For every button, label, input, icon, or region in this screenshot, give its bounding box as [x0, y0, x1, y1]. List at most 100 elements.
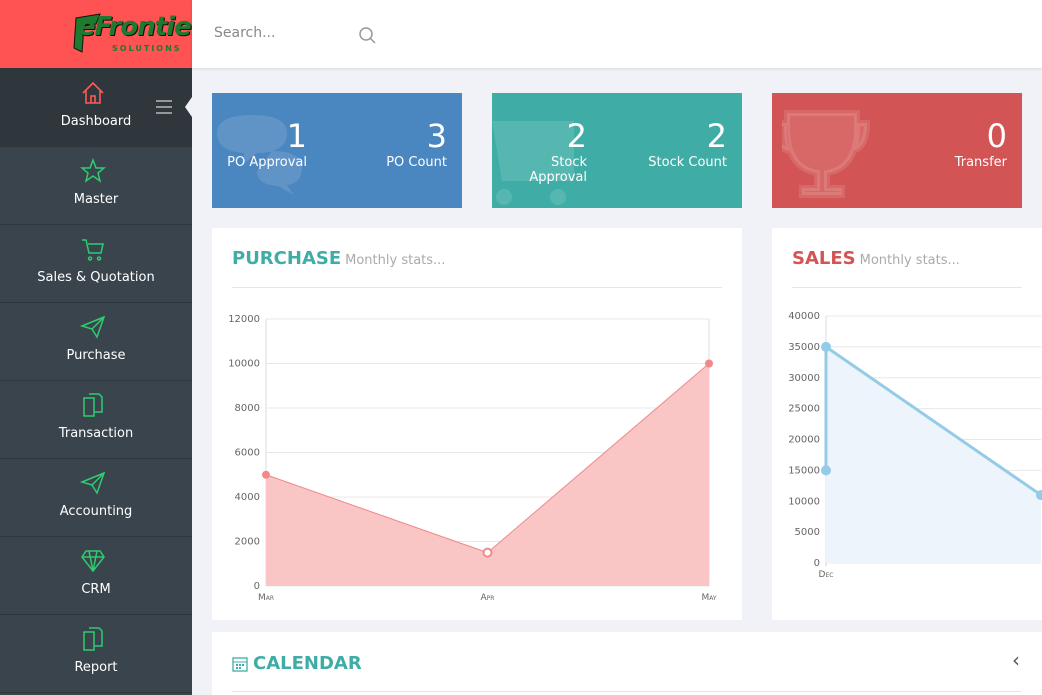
- purchase-panel: PURCHASE Monthly stats... 0 2000 4000 6000 800…: [212, 228, 742, 620]
- icon-shape: [83, 627, 103, 651]
- sidebar: Dashboard Master Sales & Quotation Purchase…: [0, 68, 192, 695]
- card-icon: [782, 110, 871, 198]
- nav-item[interactable]: Transaction: [0, 380, 192, 459]
- stat-card[interactable]: 1 PO Approval 3 PO Count: [212, 93, 462, 208]
- calendar-prev[interactable]: ‹: [1012, 648, 1020, 672]
- y-tick-label: 2000: [235, 537, 260, 548]
- y-tick-label: 6000: [235, 448, 260, 459]
- nav-label: Master: [73, 192, 119, 207]
- stat-value: 3: [426, 117, 447, 155]
- search-icon[interactable]: [358, 26, 376, 44]
- nav-item[interactable]: Master: [0, 146, 192, 225]
- nav-item[interactable]: Purchase: [0, 302, 192, 381]
- stat-value: 2: [706, 117, 727, 155]
- y-tick-label: 10000: [788, 496, 820, 507]
- data-point: [821, 341, 831, 352]
- nav-label: Report: [74, 660, 118, 675]
- active-arrow: [185, 97, 192, 117]
- stat-value: 2: [566, 117, 587, 155]
- area: [826, 346, 1041, 563]
- nav-item[interactable]: Sales & Quotation: [0, 224, 192, 303]
- stat-value: 0: [986, 117, 1007, 155]
- nav-label: Accounting: [59, 504, 133, 519]
- card-icon: [492, 121, 574, 205]
- y-tick-label: 0: [254, 581, 260, 592]
- y-tick-label: 8000: [235, 403, 260, 414]
- nav-label: Dashboard: [60, 114, 132, 129]
- separator: [792, 287, 1022, 288]
- logo-tagline: SOLUTIONS: [112, 44, 182, 53]
- icon-shape: [80, 315, 106, 339]
- icon-shape: [496, 189, 512, 205]
- logo[interactable]: eFrontier SOLUTIONS: [0, 0, 204, 68]
- separator: [232, 691, 1022, 692]
- nav-label: Sales & Quotation: [37, 270, 155, 285]
- x-tick-label: Mar: [258, 593, 274, 603]
- x-tick-label: Dec: [819, 570, 834, 580]
- icon-shape: [80, 471, 106, 495]
- icon-shape: [492, 121, 574, 181]
- chart-subtitle: Monthly stats...: [345, 253, 446, 268]
- y-tick-label: 12000: [228, 314, 260, 325]
- header: Search...: [192, 0, 1042, 68]
- y-tick-label: 10000: [228, 359, 260, 370]
- logo-icon: [73, 13, 101, 53]
- y-tick-label: 0: [814, 558, 820, 569]
- logo-name: eFrontier: [78, 12, 204, 42]
- nav-item[interactable]: Dashboard: [0, 68, 192, 147]
- stat-card[interactable]: 0 Transfer: [772, 93, 1022, 208]
- search-input[interactable]: Search...: [214, 25, 276, 41]
- sales-panel: SALES Monthly stats... 0 5000 10000 15000 2000…: [772, 228, 1042, 620]
- nav-icon: [82, 81, 104, 104]
- stat-label: Transfer: [954, 155, 1007, 170]
- x-tick-label: May: [701, 593, 716, 603]
- chart-title: PURCHASE Monthly stats...: [232, 248, 445, 269]
- nav-label: Purchase: [66, 348, 126, 363]
- chart-title-text: SALES: [792, 248, 856, 269]
- y-tick-label: 15000: [788, 465, 820, 476]
- area: [266, 363, 709, 586]
- icon-shape: [217, 115, 302, 195]
- nav-icon: [80, 315, 106, 339]
- nav-label: CRM: [81, 582, 111, 597]
- x-tick-label: Apr: [481, 593, 495, 603]
- separator: [232, 287, 722, 288]
- chart-subtitle: Monthly stats...: [859, 253, 960, 268]
- data-point: [1036, 490, 1042, 501]
- icon-shape: [550, 189, 566, 205]
- stat-label: PO Approval: [227, 155, 307, 170]
- card-icon: [217, 115, 302, 195]
- calendar-panel: CALENDAR ‹: [212, 632, 1042, 695]
- calendar-title: CALENDAR: [253, 653, 362, 674]
- icon-shape: [82, 81, 104, 104]
- nav-icon: [82, 239, 104, 261]
- chart: 0 5000 10000 15000 20000 25000 30000 35000 40000…: [788, 311, 1042, 580]
- y-tick-label: 4000: [235, 492, 260, 503]
- y-tick-label: 25000: [788, 404, 820, 415]
- stat-card[interactable]: 2 Stock Approval 2 Stock Count: [492, 93, 742, 208]
- chart-title-text: PURCHASE: [232, 248, 342, 269]
- nav-icon: [80, 158, 106, 183]
- y-tick-label: 40000: [788, 311, 820, 322]
- data-point: [262, 470, 270, 479]
- data-point: [821, 465, 831, 476]
- menu-lines: [156, 100, 172, 114]
- y-tick-label: 30000: [788, 373, 820, 384]
- stat-label: Stock Approval: [529, 155, 587, 185]
- nav-icon: [83, 393, 103, 417]
- menu-toggle[interactable]: [152, 92, 192, 122]
- nav-item[interactable]: Report: [0, 614, 192, 693]
- y-tick-label: 20000: [788, 435, 820, 446]
- icon-shape: [80, 158, 106, 183]
- y-tick-label: 5000: [795, 527, 820, 538]
- icon-shape: [83, 393, 103, 417]
- nav-item[interactable]: Accounting: [0, 458, 192, 537]
- nav-icon: [83, 627, 103, 651]
- chart: 0 2000 4000 6000 8000 10000 12000 Mar Apr May: [228, 314, 717, 603]
- nav-label: Transaction: [58, 426, 134, 441]
- data-point: [482, 547, 493, 558]
- icon-shape: [782, 110, 871, 198]
- nav-item[interactable]: CRM: [0, 536, 192, 615]
- stat-label: PO Count: [386, 155, 447, 170]
